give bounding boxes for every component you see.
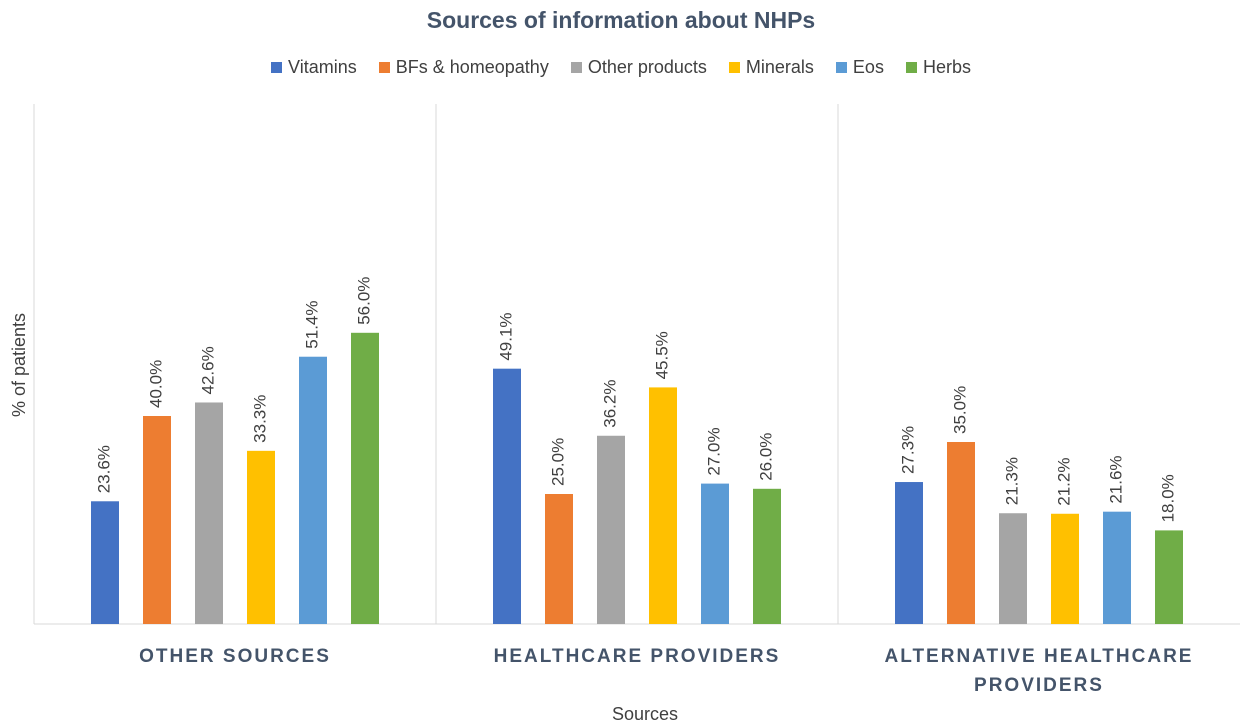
value-label: 49.1%	[496, 312, 515, 360]
legend-label: Vitamins	[288, 57, 357, 77]
legend-label: Eos	[852, 57, 884, 77]
value-label: 33.3%	[250, 395, 269, 443]
value-label: 36.2%	[600, 380, 619, 428]
value-label: 42.6%	[198, 346, 217, 394]
x-axis-label: Sources	[612, 704, 678, 724]
x-tick-label: HEALTHCARE PROVIDERS	[493, 646, 781, 667]
legend-swatch	[570, 62, 582, 73]
value-label: 21.2%	[1054, 458, 1073, 506]
value-label: 23.6%	[94, 445, 113, 493]
value-label: 18.0%	[1158, 474, 1177, 522]
bar	[247, 450, 275, 624]
bar	[597, 435, 625, 624]
value-label: 45.5%	[652, 331, 671, 379]
value-label: 56.0%	[354, 277, 373, 325]
legend-swatch	[728, 62, 740, 73]
value-label: 21.3%	[1002, 457, 1021, 505]
value-label: 27.3%	[898, 426, 917, 474]
bar	[351, 332, 379, 624]
bar	[493, 368, 521, 624]
legend-label: BFs & homeopathy	[395, 57, 549, 77]
legend-label: Other products	[587, 57, 707, 77]
legend-item: BFs & homeopathy	[378, 57, 549, 78]
legend-item: Minerals	[728, 57, 814, 78]
value-label: 27.0%	[704, 427, 723, 475]
bar	[1103, 511, 1131, 624]
legend: Vitamins BFs & homeopathy Other products Mi…	[0, 57, 1242, 78]
bar	[1155, 530, 1183, 624]
bar	[195, 402, 223, 624]
bar	[947, 442, 975, 624]
value-label: 51.4%	[302, 301, 321, 349]
legend-swatch	[378, 62, 390, 73]
value-label: 26.0%	[756, 433, 775, 481]
legend-swatch	[271, 62, 283, 73]
legend-label: Minerals	[745, 57, 814, 77]
bar	[649, 387, 677, 624]
chart-title: Sources of information about NHPs	[427, 7, 815, 33]
legend-item: Other products	[570, 57, 707, 78]
bar	[1051, 513, 1079, 624]
bar	[895, 482, 923, 624]
legend-item: Vitamins	[271, 57, 357, 78]
bar	[701, 483, 729, 624]
legend-label: Herbs	[922, 57, 971, 77]
bar	[999, 513, 1027, 624]
value-label: 21.6%	[1106, 455, 1125, 503]
legend-swatch	[905, 62, 917, 73]
x-tick-label: OTHER SOURCES	[139, 646, 331, 667]
bar	[753, 488, 781, 624]
x-tick-label: ALTERNATIVE HEALTHCARE PROVIDERS	[884, 646, 1194, 696]
y-axis-label: % of patients	[9, 313, 29, 417]
legend-swatch	[835, 62, 847, 73]
legend-item: Eos	[835, 57, 884, 78]
bar	[143, 416, 171, 624]
bar	[299, 356, 327, 624]
value-label: 35.0%	[950, 386, 969, 434]
legend-item: Herbs	[905, 57, 971, 78]
value-label: 40.0%	[146, 360, 165, 408]
bar	[545, 494, 573, 624]
bar	[91, 501, 119, 624]
value-label: 25.0%	[548, 438, 567, 486]
